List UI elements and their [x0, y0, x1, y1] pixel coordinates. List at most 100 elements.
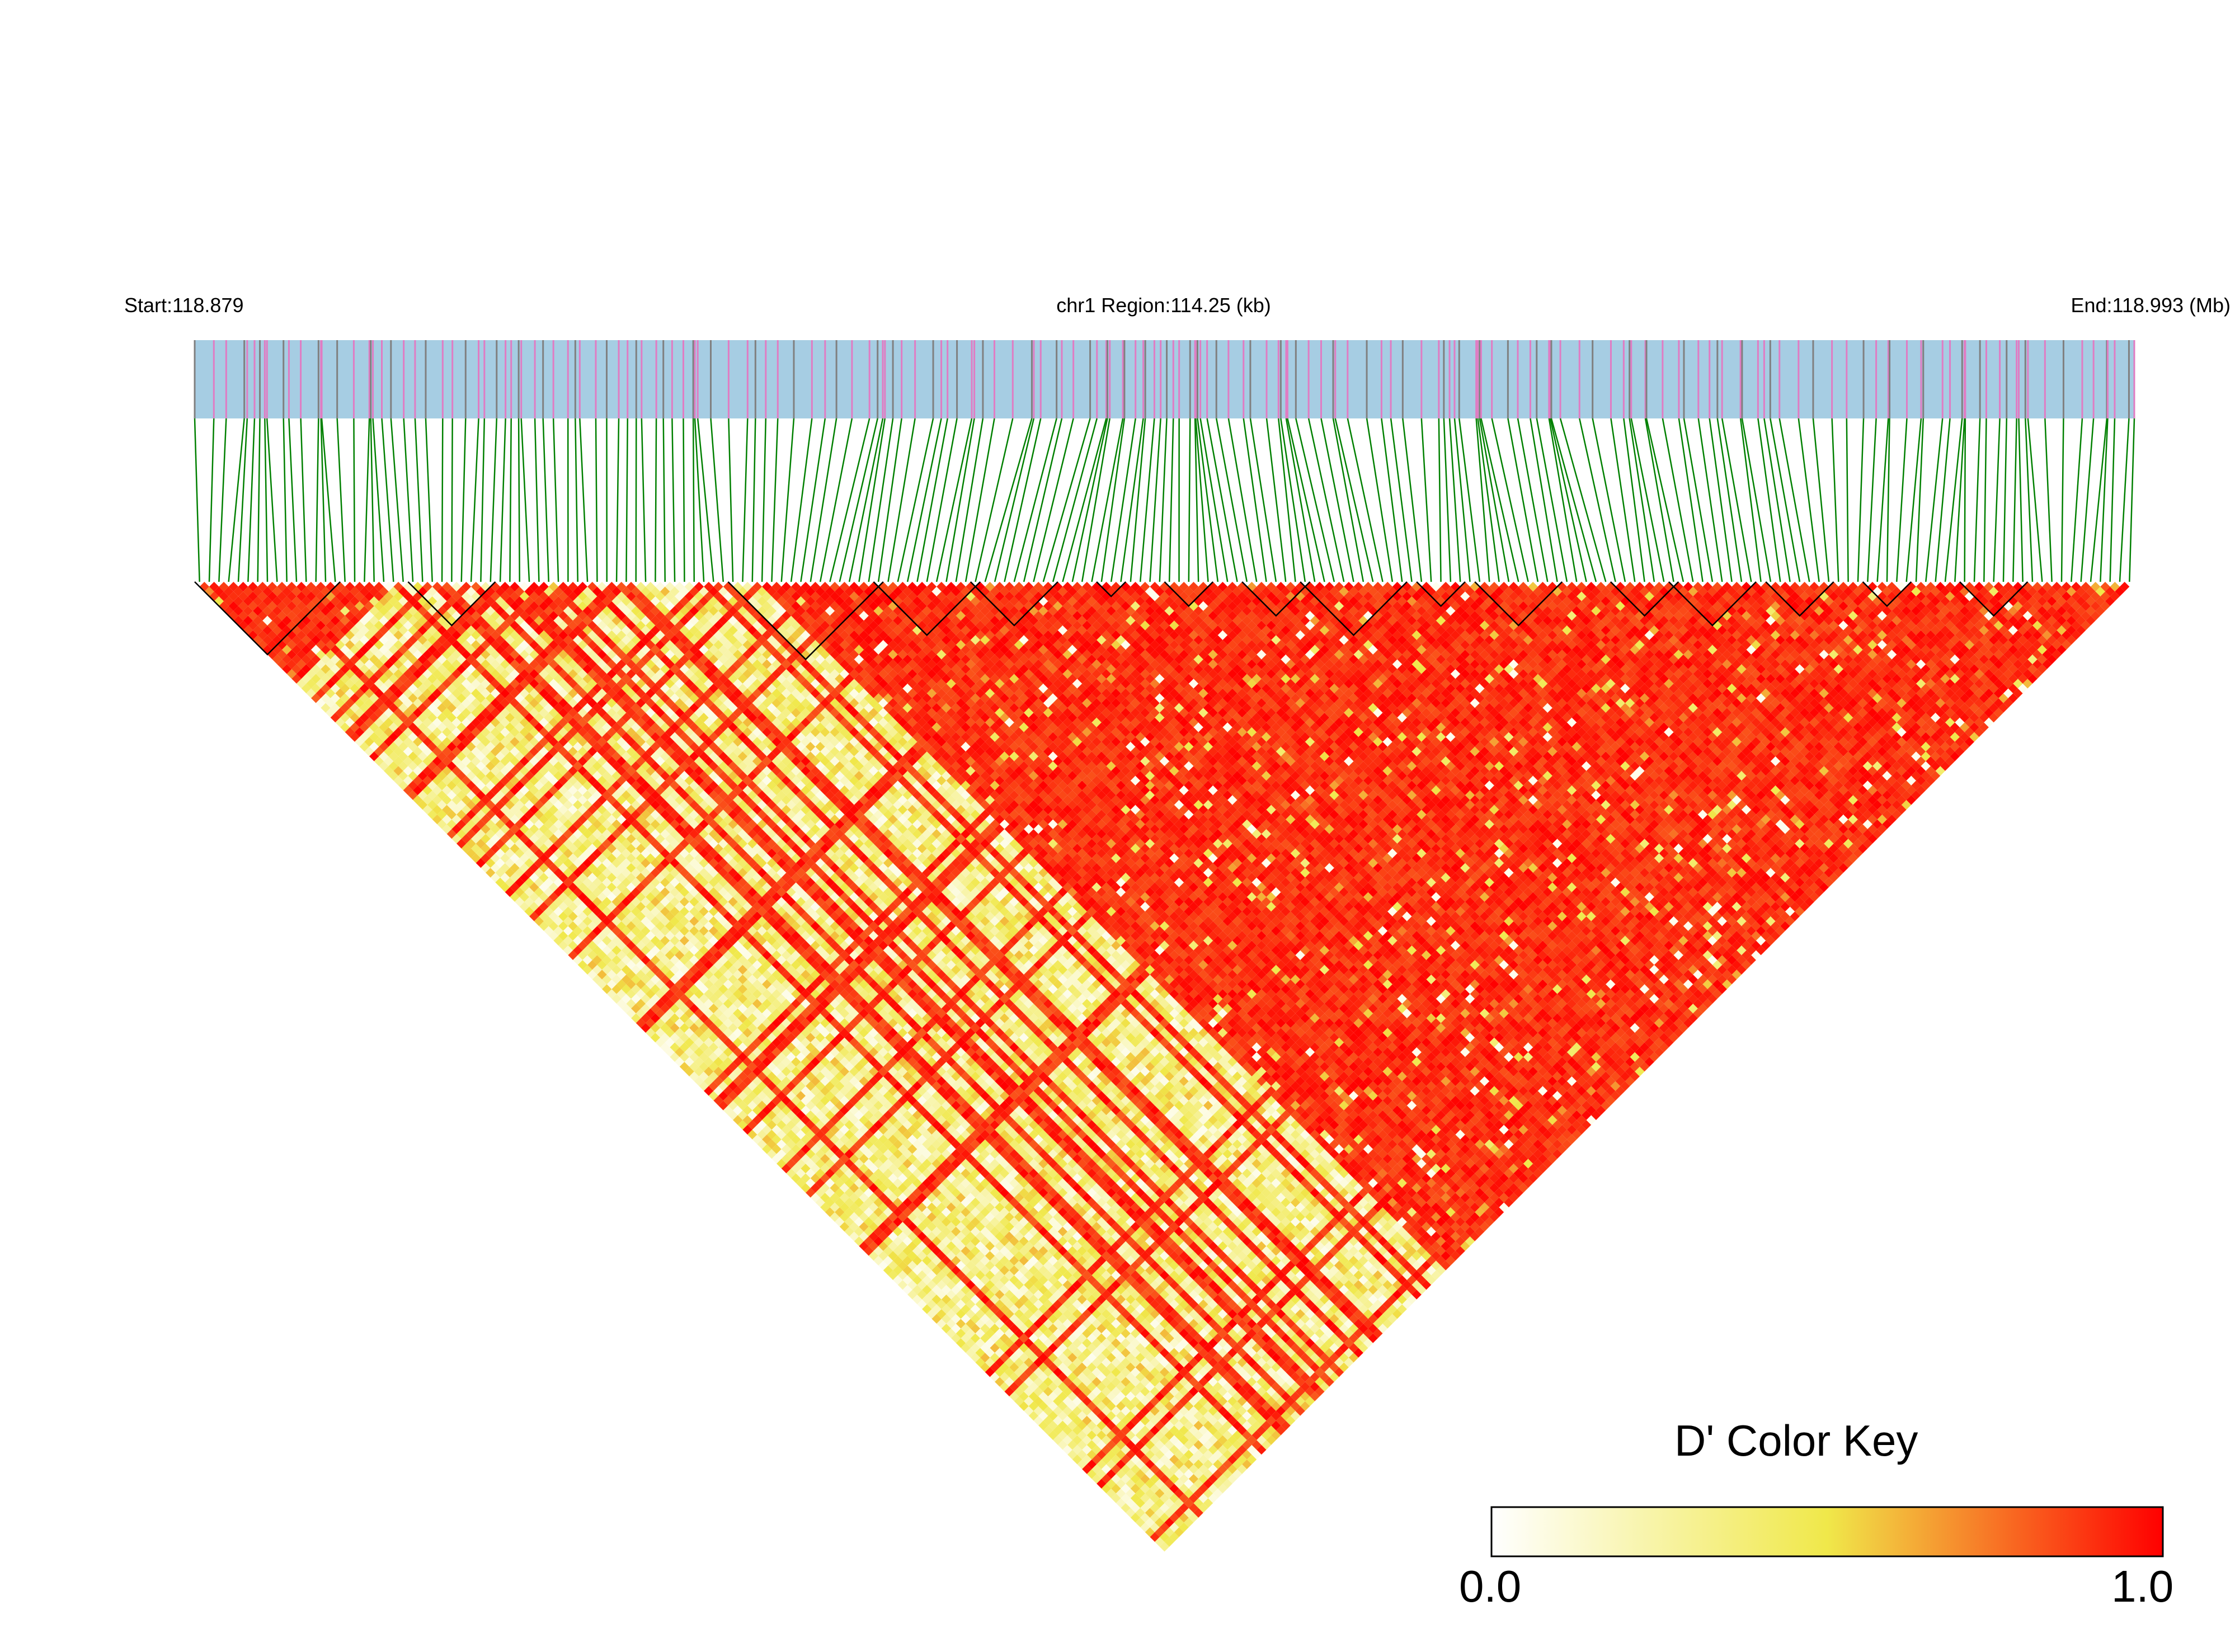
- snp-connector: [641, 418, 647, 582]
- snp-connector: [692, 418, 695, 582]
- ld-cell: [1111, 1425, 1121, 1436]
- snp-connector: [975, 418, 1014, 582]
- ld-cell: [1140, 1474, 1150, 1484]
- ld-cell: [345, 659, 355, 670]
- snp-connector: [1721, 418, 1752, 582]
- snp-connector: [1645, 418, 1685, 582]
- ld-cell: [777, 1091, 787, 1101]
- ld-cell: [990, 1304, 1000, 1314]
- ld-cell: [286, 611, 297, 621]
- ld-cell: [529, 873, 539, 883]
- ld-cell: [330, 674, 341, 684]
- ld-cell: [766, 1139, 777, 1150]
- ld-cell: [393, 698, 403, 708]
- ld-cell: [529, 853, 539, 863]
- snp-connector: [595, 418, 598, 582]
- snp-connector: [1579, 418, 1616, 582]
- ld-cell: [359, 722, 370, 732]
- snp-connector: [1944, 418, 1963, 582]
- ld-cell: [253, 596, 263, 606]
- ld-cell: [257, 591, 268, 601]
- ld-cell: [990, 1353, 1000, 1363]
- ld-cell: [451, 766, 462, 776]
- ld-cell: [990, 1362, 1000, 1372]
- ld-cell: [422, 804, 432, 815]
- ld-cell: [1082, 1464, 1092, 1474]
- ld-cell: [1053, 1406, 1063, 1416]
- ld-cell: [931, 1236, 942, 1246]
- ld-cell: [257, 582, 268, 592]
- snp-connector: [2002, 418, 2008, 582]
- ld-cell: [718, 1052, 728, 1062]
- ld-cell: [253, 606, 263, 616]
- snp-connector: [710, 418, 724, 582]
- ld-cell: [451, 824, 462, 834]
- ld-cell: [345, 649, 355, 660]
- snp-connector: [1517, 418, 1549, 582]
- snp-connector: [194, 418, 200, 582]
- ld-cell: [345, 708, 355, 718]
- snp-connector: [1366, 418, 1394, 582]
- snp-connector: [1033, 418, 1074, 582]
- snp-connector: [1023, 418, 1063, 582]
- snp-connector: [1130, 418, 1146, 582]
- ld-cell: [961, 1343, 971, 1353]
- ld-cell: [257, 611, 268, 621]
- snp-connector: [1206, 418, 1238, 582]
- ld-cell: [810, 1154, 821, 1164]
- snp-connector: [321, 418, 336, 582]
- ld-cell: [558, 940, 568, 950]
- ld-cell: [301, 655, 312, 665]
- ld-cell: [379, 693, 389, 703]
- ld-cell: [408, 742, 418, 752]
- ld-cell: [238, 620, 248, 630]
- snp-connector: [425, 418, 433, 582]
- ld-cell: [316, 640, 326, 650]
- ld-cell: [897, 1251, 908, 1261]
- ld-cell: [422, 785, 432, 796]
- snp-connector: [1716, 418, 1743, 582]
- ld-cell: [1053, 1377, 1063, 1387]
- ld-cell: [437, 819, 447, 830]
- ld-cell: [515, 819, 525, 830]
- ld-cell: [655, 979, 665, 990]
- ld-cell: [238, 601, 248, 611]
- snp-connector: [771, 418, 779, 582]
- ld-cell: [408, 722, 418, 732]
- snp-connector: [810, 418, 837, 582]
- ld-cell: [747, 1110, 757, 1121]
- ld-cell: [839, 1154, 850, 1164]
- ld-cell: [316, 630, 326, 641]
- ld-cell: [563, 906, 573, 917]
- ld-cell: [757, 1139, 767, 1150]
- ld-cell: [408, 761, 418, 771]
- ld-cell: [408, 713, 418, 723]
- ld-cell: [267, 640, 277, 650]
- ld-cell: [747, 1091, 757, 1101]
- snp-connector: [1491, 418, 1529, 582]
- snp-connector: [761, 418, 767, 582]
- ld-cell: [597, 911, 607, 921]
- ld-cell: [301, 684, 312, 694]
- ld-cell: [544, 868, 554, 878]
- ld-cell: [568, 892, 578, 902]
- ld-cell: [345, 727, 355, 737]
- ld-cell: [689, 1062, 699, 1072]
- ld-cell: [316, 679, 326, 689]
- ld-cell: [810, 1164, 821, 1174]
- ld-cell: [868, 1231, 879, 1241]
- ld-cell: [597, 902, 607, 912]
- ld-cell: [626, 989, 636, 999]
- ld-cell: [718, 1100, 728, 1110]
- ld-cell: [897, 1270, 908, 1281]
- ld-cell: [868, 1222, 879, 1232]
- snp-connector: [2090, 418, 2108, 582]
- ld-cell: [626, 969, 636, 980]
- ld-cell: [839, 1202, 850, 1212]
- snp-connector: [470, 418, 479, 582]
- snp-connector: [1334, 418, 1374, 582]
- ld-cell: [568, 921, 578, 931]
- snp-connector: [2109, 418, 2116, 582]
- snp-connector: [1194, 418, 1199, 582]
- snp-connector: [2027, 418, 2043, 582]
